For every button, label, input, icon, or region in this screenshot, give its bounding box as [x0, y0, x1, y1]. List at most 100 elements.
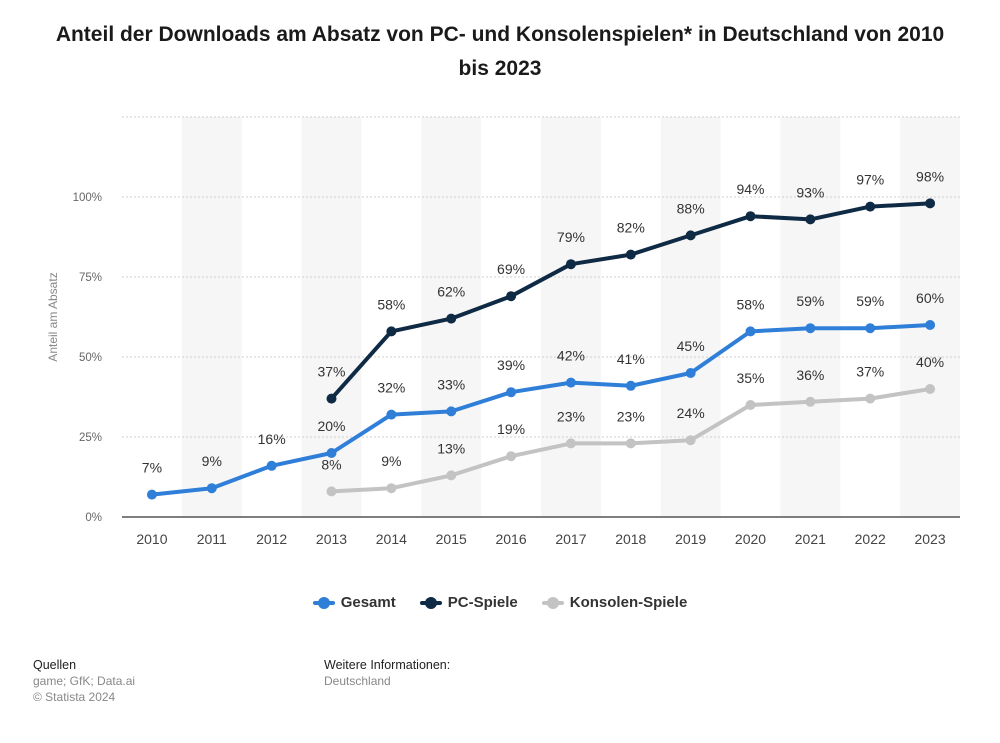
data-point-gesamt — [565, 377, 576, 388]
data-label-gesamt: 39% — [497, 357, 525, 373]
data-point-pc — [925, 198, 936, 209]
data-label-konsolen: 40% — [916, 354, 944, 370]
data-label-gesamt: 41% — [617, 351, 645, 367]
data-point-pc — [386, 326, 397, 337]
data-point-pc — [326, 393, 337, 404]
data-point-konsolen — [446, 470, 457, 481]
data-point-gesamt — [925, 320, 936, 330]
legend-item-gesamt[interactable]: Gesamt — [312, 594, 396, 611]
data-label-pc: 37% — [317, 364, 345, 380]
x-tick-label: 2016 — [495, 531, 526, 547]
data-label-pc: 69% — [497, 261, 525, 277]
x-tick-label: 2018 — [615, 531, 646, 547]
data-label-pc: 82% — [617, 220, 645, 236]
data-label-pc: 62% — [437, 284, 465, 300]
x-tick-label: 2015 — [436, 531, 467, 547]
data-point-gesamt — [326, 448, 337, 458]
data-point-gesamt — [506, 387, 517, 398]
legend-item-konsolen-spiele[interactable]: Konsolen-Spiele — [541, 594, 688, 611]
data-label-gesamt: 20% — [317, 418, 345, 434]
y-tick-label: 100% — [73, 192, 102, 204]
data-label-konsolen: 9% — [381, 453, 401, 469]
data-label-pc: 88% — [677, 200, 705, 216]
data-point-gesamt — [386, 409, 397, 420]
data-point-konsolen — [685, 435, 696, 446]
data-point-konsolen — [745, 400, 756, 410]
data-label-pc: 98% — [916, 168, 944, 184]
chart-title: Anteil der Downloads am Absatz von PC- u… — [55, 23, 945, 80]
data-point-konsolen — [506, 451, 517, 462]
data-label-konsolen: 13% — [437, 440, 465, 456]
column-band — [660, 117, 721, 517]
sources-title: Quellen — [33, 658, 77, 672]
legend-label-pc-spiele: PC-Spiele — [447, 594, 518, 611]
data-label-gesamt: 42% — [557, 348, 585, 364]
data-label-pc: 93% — [796, 184, 824, 200]
x-tick-label: 2017 — [555, 531, 586, 547]
footer-info: Weitere Informationen: Deutschland — [324, 657, 450, 689]
data-label-pc: 79% — [557, 229, 585, 245]
data-point-konsolen — [865, 393, 876, 404]
x-tick-label: 2014 — [376, 531, 407, 547]
x-tick-label: 2012 — [256, 531, 287, 547]
data-label-gesamt: 9% — [202, 453, 222, 469]
data-point-konsolen — [565, 438, 576, 449]
data-label-gesamt: 32% — [377, 380, 405, 396]
y-tick-label: 50% — [79, 352, 102, 364]
chart-legend: Gesamt PC-Spiele Konsolen-Spiele — [0, 594, 1000, 611]
y-tick-label: 75% — [79, 272, 102, 284]
legend-label-gesamt: Gesamt — [340, 594, 396, 611]
data-point-konsolen — [326, 486, 337, 497]
legend-swatch-pc-spiele — [419, 596, 442, 610]
data-label-gesamt: 7% — [142, 460, 162, 476]
y-tick-label: 25% — [79, 432, 102, 444]
footer-sources: Quellen game; GfK; Data.ai © Statista 20… — [33, 657, 135, 705]
x-tick-label: 2020 — [735, 531, 766, 547]
data-label-konsolen: 35% — [736, 370, 764, 386]
data-point-gesamt — [625, 380, 636, 391]
line-chart: 0% 25% 50% 75% 100% Anteil am Absatz 2010 2011 2… — [46, 116, 960, 547]
legend-item-pc-spiele[interactable]: PC-Spiele — [419, 594, 518, 611]
data-point-gesamt — [206, 483, 217, 494]
legend-label-konsolen-spiele: Konsolen-Spiele — [569, 594, 688, 611]
x-tick-label: 2022 — [855, 531, 886, 547]
data-point-gesamt — [266, 460, 277, 471]
data-label-gesamt: 45% — [677, 338, 705, 354]
x-tick-label: 2023 — [914, 531, 945, 547]
data-label-konsolen: 37% — [856, 364, 884, 380]
data-point-gesamt — [745, 326, 756, 337]
data-label-konsolen: 8% — [321, 456, 341, 472]
data-label-gesamt: 59% — [796, 293, 824, 309]
data-point-pc — [625, 249, 636, 260]
column-band — [541, 117, 601, 517]
data-point-konsolen — [386, 483, 397, 494]
data-label-konsolen: 36% — [796, 367, 824, 383]
data-label-gesamt: 60% — [916, 290, 944, 306]
x-tick-label: 2011 — [197, 531, 227, 547]
data-point-pc — [805, 214, 816, 225]
data-point-konsolen — [925, 384, 936, 394]
data-point-pc — [565, 259, 576, 270]
x-tick-label: 2019 — [675, 531, 706, 547]
column-band — [181, 117, 242, 517]
column-band — [900, 117, 960, 517]
legend-swatch-gesamt — [312, 596, 335, 610]
copyright: © Statista 2024 — [33, 690, 116, 704]
data-label-konsolen: 23% — [557, 408, 585, 424]
data-label-konsolen: 24% — [677, 405, 705, 421]
y-tick-label: 0% — [85, 512, 102, 524]
data-point-gesamt — [805, 323, 816, 334]
data-label-pc: 58% — [377, 296, 405, 312]
x-tick-label: 2013 — [316, 531, 347, 547]
data-label-gesamt: 16% — [258, 431, 286, 447]
data-label-pc: 94% — [736, 181, 764, 197]
data-label-pc: 97% — [856, 172, 884, 188]
data-label-konsolen: 19% — [497, 421, 525, 437]
data-point-pc — [745, 211, 756, 222]
data-label-gesamt: 58% — [736, 296, 764, 312]
y-axis-label: Anteil am Absatz — [46, 272, 60, 361]
info-title: Weitere Informationen: — [324, 658, 451, 672]
data-point-pc — [446, 313, 457, 324]
x-tick-label: 2010 — [136, 531, 167, 547]
data-point-pc — [506, 291, 517, 302]
